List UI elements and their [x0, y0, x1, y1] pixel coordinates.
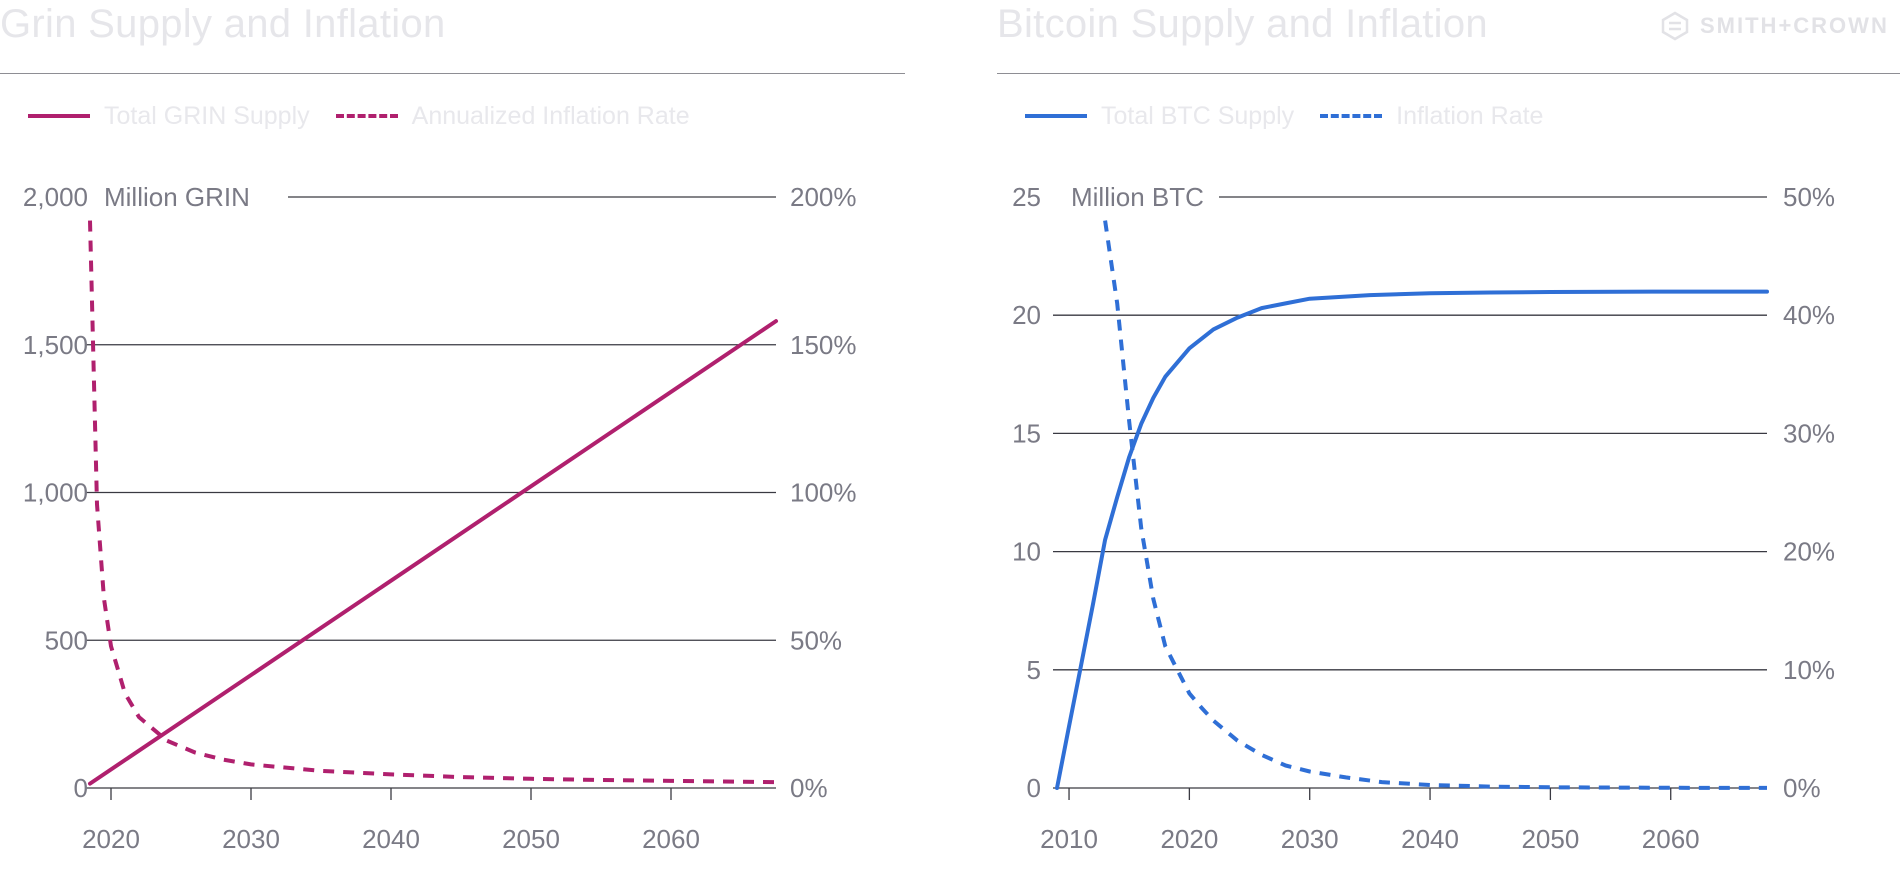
- x-tick-label: 2050: [1521, 824, 1579, 854]
- y-tick-label-right: 0%: [790, 773, 828, 803]
- y-axis-unit-label: Million GRIN: [104, 182, 250, 212]
- y-tick-label-right: 150%: [790, 330, 857, 360]
- y-tick-label-right: 0%: [1783, 773, 1821, 803]
- y-tick-label-right: 30%: [1783, 418, 1835, 448]
- total-supply-line: [88, 319, 778, 786]
- x-tick-label: 2060: [642, 824, 700, 854]
- chart-legend: Total GRIN Supply Annualized Inflation R…: [28, 96, 716, 136]
- y-axis-unit-label: Million BTC: [1071, 182, 1204, 212]
- x-tick-label: 2020: [1160, 824, 1218, 854]
- y-tick-label-right: 20%: [1783, 537, 1835, 567]
- y-tick-label-left: 500: [45, 625, 88, 655]
- y-tick-label-left: 2,000: [23, 182, 88, 212]
- legend-label: Total BTC Supply: [1101, 101, 1295, 130]
- y-tick-label-right: 50%: [790, 625, 842, 655]
- legend-item-supply: Total BTC Supply: [1025, 102, 1294, 131]
- y-tick-label-left: 15: [1012, 418, 1041, 448]
- y-tick-label-left: 1,000: [23, 478, 88, 508]
- title-divider: [0, 73, 905, 74]
- y-tick-label-left: 1,500: [23, 330, 88, 360]
- logo-text: SMITH+CROWN: [1700, 13, 1889, 38]
- y-tick-label-left: 25: [1012, 182, 1041, 212]
- chart-title: Bitcoin Supply and Inflation: [997, 2, 1488, 46]
- legend-label: Annualized Inflation Rate: [411, 101, 690, 130]
- y-tick-label-left: 5: [1027, 655, 1041, 685]
- legend-label: Total GRIN Supply: [104, 101, 310, 130]
- total-supply-line: [1055, 289, 1769, 790]
- legend-swatch-dashed: [335, 114, 398, 118]
- y-tick-label-left: 20: [1012, 300, 1041, 330]
- x-tick-label: 2030: [222, 824, 280, 854]
- y-tick-label-left: 0: [74, 773, 88, 803]
- legend-label: Inflation Rate: [1396, 101, 1544, 130]
- x-tick-label: 2040: [362, 824, 420, 854]
- smith-crown-logo: SMITH+CROWN: [1660, 10, 1889, 42]
- y-tick-label-left: 0: [1027, 773, 1041, 803]
- x-tick-label: 2050: [502, 824, 560, 854]
- btc-chart-panel: Bitcoin Supply and Inflation Total BTC S…: [997, 0, 1900, 877]
- y-tick-label-right: 40%: [1783, 300, 1835, 330]
- x-tick-label: 2060: [1642, 824, 1700, 854]
- legend-item-inflation: Annualized Inflation Rate: [335, 101, 690, 131]
- inflation-rate-line: [1103, 220, 1768, 790]
- x-tick-label: 2010: [1040, 824, 1098, 854]
- y-tick-label-right: 10%: [1783, 655, 1835, 685]
- x-tick-label: 2020: [82, 824, 140, 854]
- legend-item-inflation: Inflation Rate: [1320, 102, 1543, 131]
- btc-plot-area: 0 5 10 15 20 25 Million BTC 0% 10% 20% 30% 40% 50% 20…: [1012, 182, 1835, 854]
- grin-chart-panel: Grin Supply and Inflation Total GRIN Sup…: [0, 0, 905, 877]
- legend-item-supply: Total GRIN Supply: [28, 102, 310, 131]
- title-divider: [997, 73, 1900, 74]
- legend-swatch-dashed: [1320, 114, 1383, 118]
- grin-plot-area: 0 500 1,000 1,500 2,000 Million GRIN 0% 50% 100%…: [23, 182, 857, 854]
- y-tick-label-right: 50%: [1783, 182, 1835, 212]
- chart-legend: Total BTC Supply Inflation Rate: [1025, 96, 1569, 136]
- y-tick-label-right: 100%: [790, 478, 857, 508]
- x-tick-label: 2030: [1281, 824, 1339, 854]
- y-tick-label-right: 200%: [790, 182, 857, 212]
- sc-logo-icon: [1661, 11, 1689, 41]
- y-tick-label-left: 10: [1012, 537, 1041, 567]
- chart-title: Grin Supply and Inflation: [0, 2, 446, 46]
- legend-swatch-solid: [1025, 114, 1087, 118]
- inflation-rate-line: [88, 220, 777, 785]
- x-tick-label: 2040: [1401, 824, 1459, 854]
- legend-swatch-solid: [28, 114, 90, 118]
